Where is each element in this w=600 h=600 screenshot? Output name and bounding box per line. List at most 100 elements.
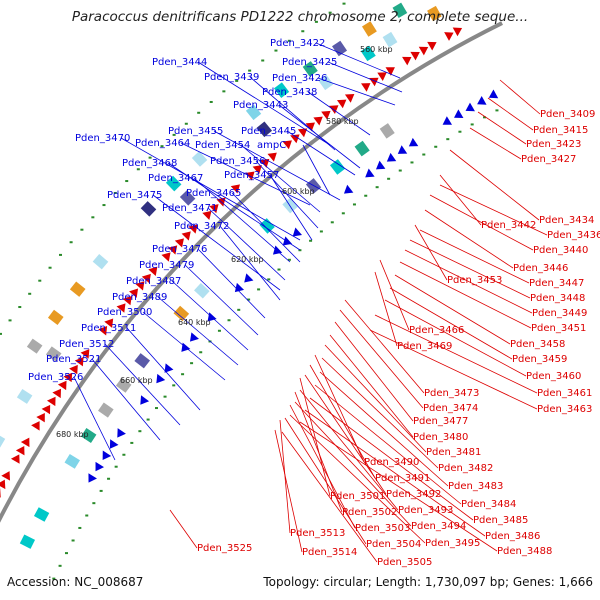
track-dot [248, 69, 252, 72]
reverse-gene-label: Pden_3477 [413, 416, 468, 427]
red-leader-line [289, 414, 426, 544]
feature-block [165, 175, 182, 192]
track-dot [495, 109, 499, 112]
track-dot [154, 407, 158, 410]
track-dot [483, 116, 487, 119]
red-leader-line [429, 194, 534, 251]
blue-leader-line [240, 144, 321, 213]
reverse-gene-arrow [444, 32, 454, 41]
forward-gene-arrow [140, 395, 150, 405]
reverse-gene-arrow [0, 488, 1, 498]
forward-gene-arrow [488, 89, 499, 99]
track-dot [446, 138, 450, 141]
reverse-gene-label: Pden_3459 [512, 354, 567, 365]
reverse-gene-arrow [297, 128, 308, 138]
track-dot [48, 266, 52, 269]
reverse-gene-arrow [20, 437, 30, 448]
red-leader-line [299, 421, 498, 552]
reverse-gene-label: Pden_3440 [533, 245, 588, 256]
reverse-gene-label: Pden_3514 [302, 547, 357, 558]
track-dot [287, 258, 291, 261]
reverse-gene-label: Pden_3483 [448, 481, 503, 492]
reverse-gene-label: Pden_3446 [513, 263, 568, 274]
track-dot [172, 384, 176, 387]
forward-gene-arrow [189, 332, 199, 342]
feature-block [318, 74, 334, 91]
blue-leader-line [142, 311, 226, 381]
forward-gene-label: Pden_3470 [75, 133, 130, 144]
reverse-gene-label: Pden_3505 [377, 557, 432, 568]
forward-gene-label: Pden_3512 [59, 339, 114, 350]
track-dot [69, 241, 73, 244]
forward-gene-arrow [234, 282, 245, 293]
red-leader-line [394, 274, 511, 345]
red-leader-line [314, 384, 462, 505]
feature-block [392, 2, 408, 19]
reverse-gene-arrow [36, 412, 45, 423]
red-leader-line [374, 314, 538, 394]
track-dot [197, 111, 201, 114]
red-leader-line [404, 249, 533, 314]
kbp-tick-label: 620 kbp [231, 255, 264, 264]
reverse-gene-arrow [57, 380, 67, 391]
reverse-gene-label: Pden_3501 [330, 491, 385, 502]
red-leader-line [449, 149, 540, 221]
forward-gene-arrow [156, 373, 166, 384]
blue-leader-line [171, 280, 249, 351]
reverse-gene-label: Pden_3461 [537, 388, 592, 399]
track-dot [330, 221, 334, 224]
reverse-gene-label: Pden_3469 [397, 341, 452, 352]
reverse-gene-arrow [452, 27, 463, 37]
reverse-gene-label: Pden_3502 [342, 507, 397, 518]
red-leader-line [477, 111, 527, 145]
track-dot [237, 308, 241, 311]
blue-leader-line [91, 358, 161, 441]
track-dot [342, 2, 346, 5]
kbp-tick-label: 640 kbp [178, 318, 211, 327]
blue-leader-line [255, 160, 319, 229]
forward-gene-arrow [244, 273, 254, 283]
track-dot [410, 161, 414, 164]
red-leader-line [499, 79, 541, 115]
track-dot [102, 204, 106, 207]
track-dot [130, 441, 134, 444]
reverse-gene-label: Pden_3513 [290, 528, 345, 539]
feature-block [354, 140, 370, 157]
forward-gene-arrow [386, 152, 397, 162]
kbp-tick-label: 560 kbp [360, 45, 393, 54]
reverse-gene-arrow [46, 396, 56, 407]
forward-gene-label: Pden_3526 [28, 372, 83, 383]
reverse-gene-label: Pden_3491 [375, 473, 430, 484]
reverse-gene-arrow [336, 99, 347, 109]
blue-leader-line [180, 142, 311, 206]
track-dot [146, 418, 150, 421]
reverse-gene-arrow [52, 388, 62, 399]
track-dot [107, 477, 111, 480]
blue-leader-line [278, 104, 361, 169]
track-dot [148, 156, 152, 159]
forward-gene-arrow [365, 168, 375, 178]
track-dot [18, 306, 22, 309]
forward-gene-label: Pden_3425 [282, 57, 337, 68]
reverse-gene-arrow [10, 454, 20, 464]
reverse-gene-label: Pden_3488 [497, 546, 552, 557]
forward-gene-arrow [272, 245, 283, 255]
reverse-gene-arrow [361, 83, 371, 92]
backbone-arc [0, 21, 503, 523]
track-dot [274, 49, 278, 52]
red-leader-line [409, 239, 531, 299]
track-dot [319, 230, 323, 233]
track-dot [314, 20, 318, 23]
reverse-gene-label: Pden_3485 [473, 515, 528, 526]
reverse-gene-label: Pden_3460 [526, 371, 581, 382]
reverse-gene-arrow [402, 56, 412, 66]
feature-block [427, 5, 442, 22]
feature-block [191, 151, 208, 167]
reverse-gene-label: Pden_3415 [533, 125, 588, 136]
blue-leader-line [219, 225, 281, 301]
reverse-gene-arrow [252, 165, 262, 175]
reverse-gene-arrow [98, 326, 108, 336]
reverse-gene-label: Pden_3484 [461, 499, 516, 510]
reverse-gene-arrow [267, 152, 277, 162]
